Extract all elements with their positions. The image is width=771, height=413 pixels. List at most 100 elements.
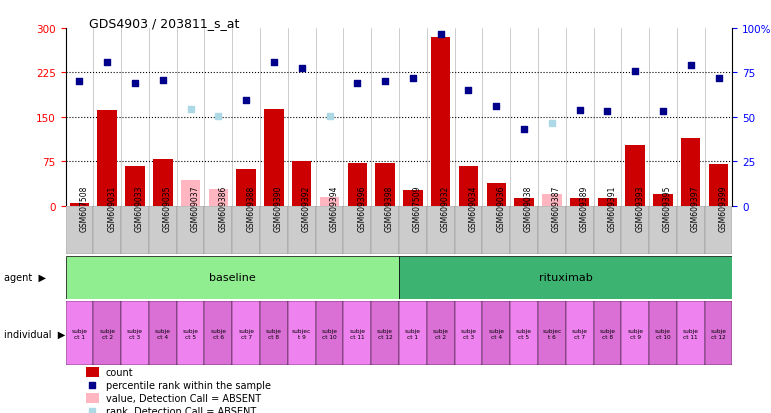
Text: individual  ▶: individual ▶ — [4, 328, 65, 339]
Text: GSM609386: GSM609386 — [218, 185, 227, 231]
Bar — [177, 206, 204, 254]
Bar — [705, 301, 732, 366]
Text: baseline: baseline — [209, 273, 256, 283]
Point — [546, 120, 558, 127]
Text: count: count — [106, 368, 133, 377]
Text: subje
ct 12: subje ct 12 — [377, 328, 393, 339]
Bar — [69, 204, 89, 206]
Text: subje
ct 1: subje ct 1 — [72, 328, 87, 339]
Text: GSM609035: GSM609035 — [163, 185, 172, 231]
Bar — [399, 256, 732, 299]
Text: GSM609033: GSM609033 — [135, 185, 144, 231]
Bar — [514, 198, 534, 206]
Bar — [181, 181, 200, 206]
Point — [157, 77, 169, 84]
Bar — [705, 206, 732, 254]
Bar — [431, 38, 450, 207]
Bar — [66, 256, 399, 299]
Text: GSM609398: GSM609398 — [385, 185, 394, 231]
Text: subje
ct 7: subje ct 7 — [238, 328, 254, 339]
Text: GSM609388: GSM609388 — [246, 185, 255, 231]
Point — [685, 63, 697, 69]
Point — [407, 76, 419, 83]
Text: subje
ct 6: subje ct 6 — [210, 328, 227, 339]
Text: rituximab: rituximab — [539, 273, 593, 283]
Point — [490, 104, 503, 110]
Text: subje
ct 5: subje ct 5 — [183, 328, 199, 339]
Bar — [86, 368, 99, 377]
Bar — [232, 301, 260, 366]
Bar — [403, 190, 423, 206]
Text: subje
ct 12: subje ct 12 — [711, 328, 726, 339]
Text: GSM609392: GSM609392 — [301, 185, 311, 231]
Bar — [681, 138, 701, 206]
Text: subje
ct 4: subje ct 4 — [155, 328, 171, 339]
Bar — [483, 206, 510, 254]
Point — [323, 114, 335, 121]
Bar — [598, 198, 617, 206]
Bar — [487, 184, 506, 206]
Text: GSM607508: GSM607508 — [79, 185, 89, 231]
Text: value, Detection Call = ABSENT: value, Detection Call = ABSENT — [106, 393, 261, 403]
Text: percentile rank within the sample: percentile rank within the sample — [106, 380, 271, 390]
Point — [295, 66, 308, 72]
Bar — [621, 206, 649, 254]
Bar — [237, 170, 256, 206]
Bar — [288, 206, 315, 254]
Bar — [649, 301, 677, 366]
Text: GDS4903 / 203811_s_at: GDS4903 / 203811_s_at — [89, 17, 239, 29]
Text: GSM609387: GSM609387 — [552, 185, 561, 231]
Bar — [153, 159, 173, 206]
Text: GSM609031: GSM609031 — [107, 185, 116, 231]
Point — [212, 113, 224, 120]
Bar — [594, 206, 621, 254]
Point — [518, 126, 530, 133]
Point — [574, 108, 586, 114]
Point — [629, 69, 641, 76]
Text: subje
ct 2: subje ct 2 — [433, 328, 449, 339]
Bar — [149, 206, 177, 254]
Text: subje
ct 11: subje ct 11 — [683, 328, 699, 339]
Point — [463, 88, 475, 95]
Bar — [427, 301, 455, 366]
Bar — [538, 206, 566, 254]
Text: GSM609395: GSM609395 — [663, 185, 672, 231]
Bar — [320, 197, 339, 206]
Bar — [566, 206, 594, 254]
Text: subje
ct 3: subje ct 3 — [460, 328, 476, 339]
Text: GSM609389: GSM609389 — [580, 185, 588, 231]
Bar — [459, 166, 478, 206]
Bar — [653, 195, 673, 206]
Bar — [677, 206, 705, 254]
Bar — [399, 301, 427, 366]
Text: subje
ct 11: subje ct 11 — [349, 328, 365, 339]
Point — [86, 382, 99, 389]
Text: subje
ct 5: subje ct 5 — [516, 328, 532, 339]
Bar — [538, 301, 566, 366]
Text: subje
ct 8: subje ct 8 — [266, 328, 282, 339]
Bar — [348, 164, 367, 206]
Bar — [315, 206, 343, 254]
Bar — [86, 393, 99, 403]
Point — [73, 79, 86, 85]
Bar — [66, 206, 93, 254]
Bar — [93, 301, 121, 366]
Point — [129, 81, 141, 87]
Bar — [510, 301, 538, 366]
Text: GSM609393: GSM609393 — [635, 185, 645, 231]
Bar — [204, 301, 232, 366]
Text: GSM609399: GSM609399 — [719, 185, 728, 231]
Point — [351, 80, 363, 87]
Bar — [542, 195, 561, 206]
Bar — [483, 301, 510, 366]
Text: subje
ct 10: subje ct 10 — [655, 328, 671, 339]
Bar — [371, 206, 399, 254]
Text: GSM609394: GSM609394 — [329, 185, 338, 231]
Bar — [121, 301, 149, 366]
Bar — [93, 206, 121, 254]
Text: subje
ct 1: subje ct 1 — [405, 328, 421, 339]
Text: rank, Detection Call = ABSENT: rank, Detection Call = ABSENT — [106, 406, 256, 413]
Bar — [288, 301, 315, 366]
Bar — [455, 301, 483, 366]
Bar — [209, 190, 228, 206]
